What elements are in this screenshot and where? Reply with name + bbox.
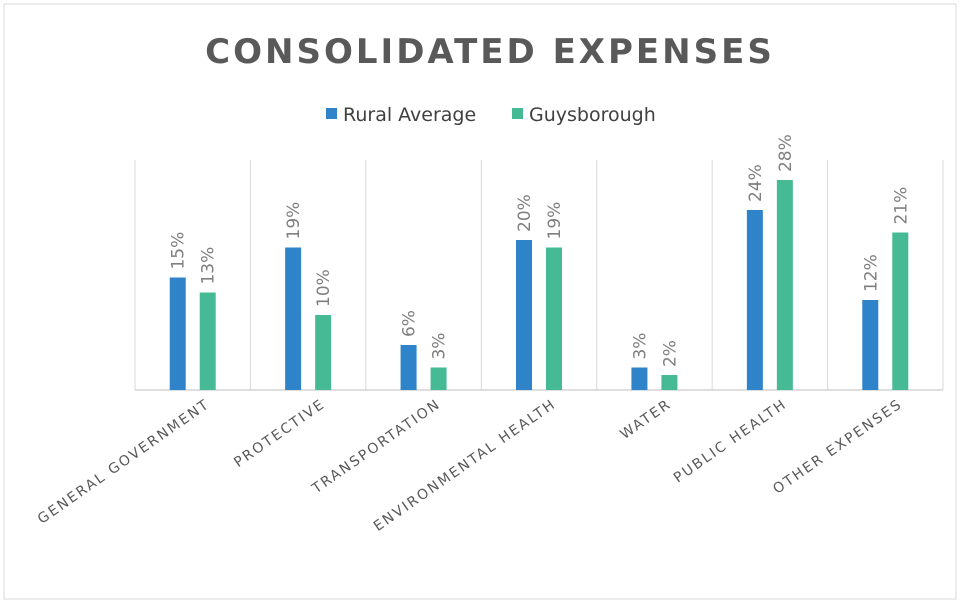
legend-label: Guysborough [529, 104, 656, 126]
bar [862, 300, 879, 390]
chart-border [3, 3, 957, 600]
value-label: 19% [545, 202, 565, 240]
bar [661, 375, 678, 390]
bar [315, 315, 332, 390]
value-label: 24% [746, 164, 766, 202]
bar [199, 292, 216, 390]
value-label: 3% [430, 333, 450, 360]
value-label: 13% [199, 247, 219, 285]
legend-swatch [326, 108, 337, 119]
value-label: 10% [314, 269, 334, 307]
bar [892, 232, 909, 390]
value-label: 20% [515, 194, 535, 232]
bar [285, 247, 302, 390]
bar [400, 345, 417, 390]
bar [169, 277, 186, 390]
value-label: 19% [284, 202, 304, 240]
value-label: 2% [660, 340, 680, 367]
bar [546, 247, 562, 390]
bar [746, 210, 763, 390]
value-label: 28% [776, 134, 796, 172]
legend-swatch [512, 108, 523, 119]
value-label: 15% [169, 232, 189, 270]
bar [430, 367, 447, 390]
value-label: 6% [400, 310, 420, 337]
value-label: 12% [861, 254, 881, 292]
chart-title: CONSOLIDATED EXPENSES [205, 32, 775, 72]
bar [776, 180, 793, 390]
value-label: 21% [891, 187, 911, 225]
bar [631, 367, 648, 390]
legend-label: Rural Average [343, 104, 476, 126]
bar [516, 240, 532, 390]
value-label: 3% [630, 333, 650, 360]
